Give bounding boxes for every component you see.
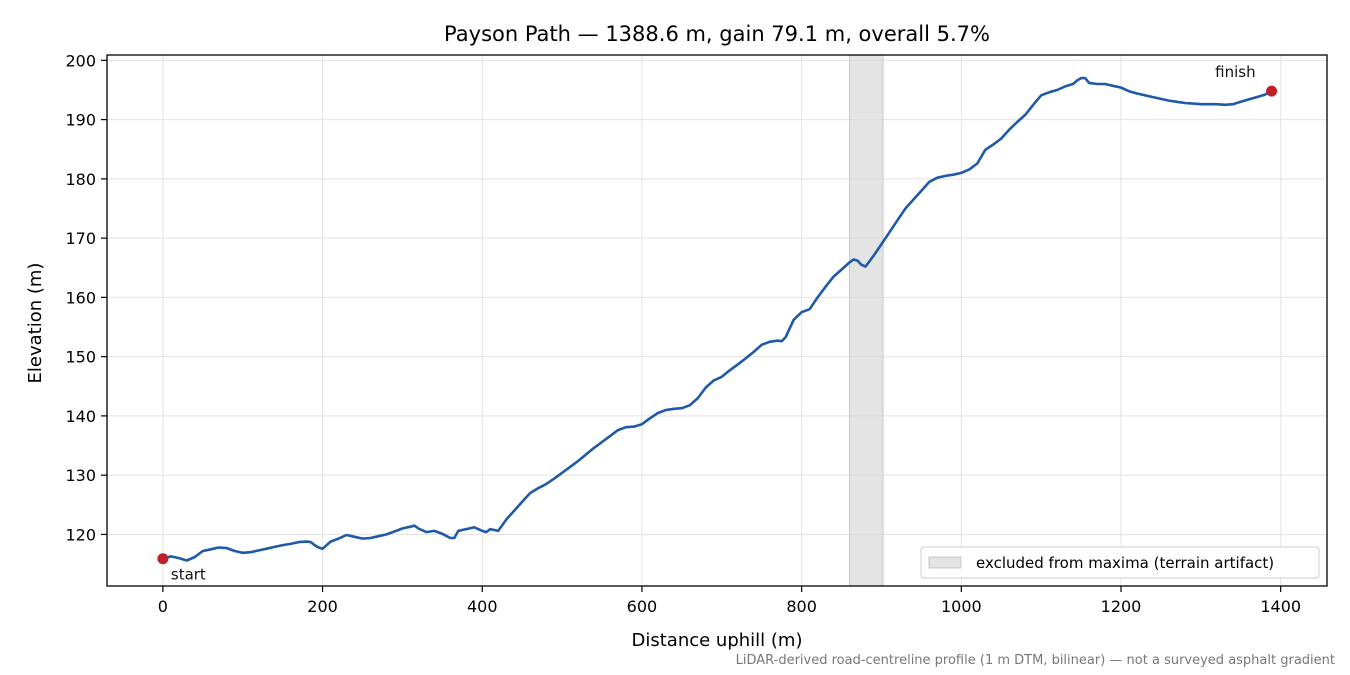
- x-axis-title: Distance uphill (m): [632, 630, 803, 651]
- y-tick-label: 200: [65, 51, 96, 70]
- y-tick-label: 130: [65, 466, 96, 485]
- x-axis-ticks: 0 200 400 600 800 1000 1200 1400: [158, 586, 1301, 616]
- x-tick-label: 400: [467, 597, 498, 616]
- chart-title: Payson Path — 1388.6 m, gain 79.1 m, ove…: [444, 22, 990, 46]
- finish-label: finish: [1215, 63, 1255, 81]
- y-tick-label: 140: [65, 407, 96, 426]
- x-tick-label: 600: [627, 597, 658, 616]
- excluded-band: [849, 54, 884, 587]
- x-tick-label: 200: [307, 597, 338, 616]
- start-label: start: [171, 566, 206, 584]
- legend-box: [920, 546, 1320, 579]
- chart-caption: LiDAR-derived road-centreline profile (1…: [736, 653, 1335, 668]
- legend-label: excluded from maxima (terrain artifact): [976, 554, 1274, 572]
- plot-area-frame: [106, 54, 1328, 587]
- start-marker: [157, 553, 169, 565]
- x-tick-label: 1200: [1101, 597, 1142, 616]
- x-tick-label: 800: [786, 597, 817, 616]
- y-tick-label: 150: [65, 348, 96, 367]
- series-layer: [161, 76, 1273, 562]
- y-axis-title: Elevation (m): [25, 263, 46, 384]
- x-tick-label: 1400: [1260, 597, 1301, 616]
- marker-layer: start finish: [157, 63, 1278, 584]
- y-tick-label: 170: [65, 229, 96, 248]
- y-tick-label: 160: [65, 288, 96, 307]
- legend: excluded from maxima (terrain artifact): [920, 546, 1320, 579]
- grid-lines: [107, 55, 1327, 586]
- y-tick-label: 120: [65, 525, 96, 544]
- elevation-line: [161, 76, 1273, 562]
- y-tick-label: 180: [65, 170, 96, 189]
- x-tick-label: 0: [158, 597, 168, 616]
- y-axis-ticks: 120 130 140 150 160 170 180 190 200: [65, 51, 107, 544]
- x-tick-label: 1000: [941, 597, 982, 616]
- excluded-band-layer: [849, 54, 884, 587]
- y-tick-label: 190: [65, 111, 96, 130]
- finish-marker: [1266, 85, 1278, 97]
- legend-swatch: [928, 556, 962, 569]
